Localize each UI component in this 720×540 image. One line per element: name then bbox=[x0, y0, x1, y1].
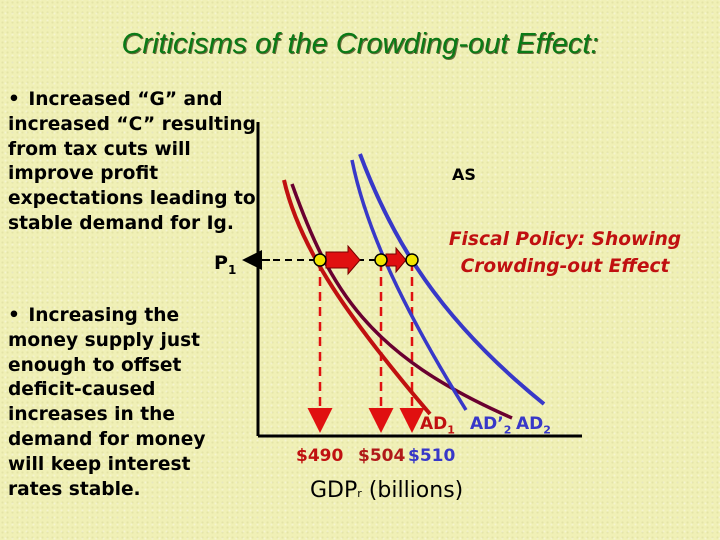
as-curve bbox=[290, 183, 513, 420]
ad1-curve bbox=[282, 179, 432, 416]
diagram-caption: Fiscal Policy: Showing Crowding-out Effe… bbox=[430, 226, 700, 280]
ad2-label: AD2 bbox=[516, 414, 551, 437]
as-curve-label: AS bbox=[452, 165, 476, 184]
shift-arrow-1 bbox=[325, 244, 361, 276]
bullet-1-marker: • bbox=[8, 89, 20, 110]
bullet-2: • Increasing the money supply just enoug… bbox=[8, 304, 246, 502]
slide-title: Criticisms of the Crowding-out Effect: bbox=[121, 28, 599, 60]
equilibrium-point-2 bbox=[374, 253, 388, 267]
caption-line-2: Crowding-out Effect bbox=[460, 256, 670, 277]
caption-line-1: Fiscal Policy: Showing bbox=[448, 229, 682, 250]
bullet-1: • Increased “G” and increased “C” result… bbox=[8, 88, 256, 237]
bullet-2-marker: • bbox=[8, 305, 20, 326]
equilibrium-point-1 bbox=[313, 253, 327, 267]
bullet-1-text: Increased “G” and increased “C” resultin… bbox=[8, 89, 256, 234]
gdp-value-504: $504 bbox=[358, 446, 406, 466]
equilibrium-point-3 bbox=[405, 253, 419, 267]
gdp-value-490: $490 bbox=[296, 446, 344, 466]
shift-arrow-2 bbox=[385, 246, 407, 274]
ad2-prime-label: AD’2 bbox=[470, 414, 512, 437]
gdp-value-510: $510 bbox=[408, 446, 456, 466]
price-level-label: P1 bbox=[214, 252, 237, 277]
ad2-prime-curve bbox=[350, 159, 468, 411]
x-axis-title: GDPr (billions) bbox=[310, 478, 464, 503]
ad1-label: AD1 bbox=[420, 414, 455, 437]
bullet-2-text: Increasing the money supply just enough … bbox=[8, 305, 206, 500]
ad2-curve bbox=[358, 153, 546, 406]
